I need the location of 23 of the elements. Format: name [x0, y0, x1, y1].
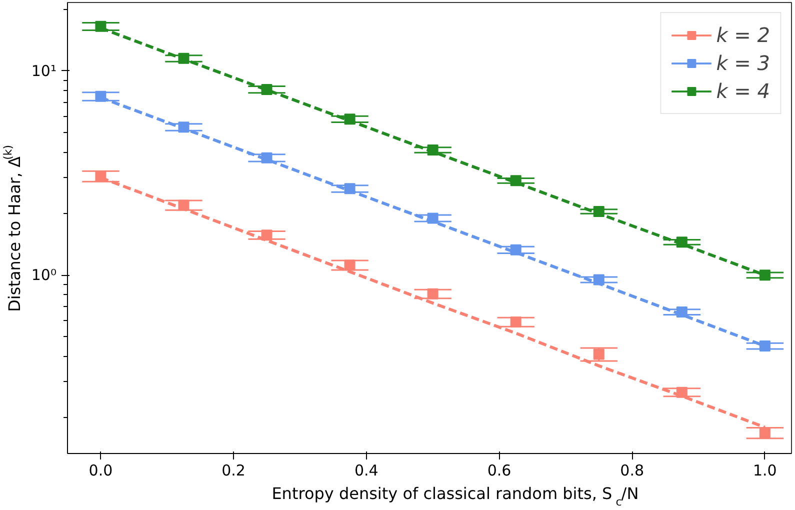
point: [95, 90, 106, 102]
point: [261, 230, 272, 241]
x-tick-label: 0.8: [620, 462, 644, 480]
legend-label: k = 4: [716, 79, 770, 103]
y-axis-title: Distance to Haar, Δ(k): [2, 144, 24, 312]
point: [759, 427, 770, 438]
x-tick-label: 0.4: [354, 462, 378, 480]
x-tick-label: 0.0: [88, 462, 113, 480]
x-tick-label: 1.0: [753, 462, 777, 480]
legend-label: k = 2: [716, 23, 770, 47]
point: [427, 288, 438, 300]
y-tick-label: 10⁰: [31, 266, 57, 284]
legend-label: k = 3: [716, 51, 770, 75]
point: [759, 270, 770, 281]
point: [344, 260, 356, 271]
x-tick-label: 0.2: [222, 462, 246, 480]
point: [759, 340, 770, 352]
point: [95, 20, 106, 32]
x-tick-label: 0.6: [487, 462, 512, 480]
point: [593, 348, 604, 360]
point: [95, 170, 106, 182]
y-tick-label: 10¹: [31, 62, 57, 80]
point: [510, 316, 522, 328]
